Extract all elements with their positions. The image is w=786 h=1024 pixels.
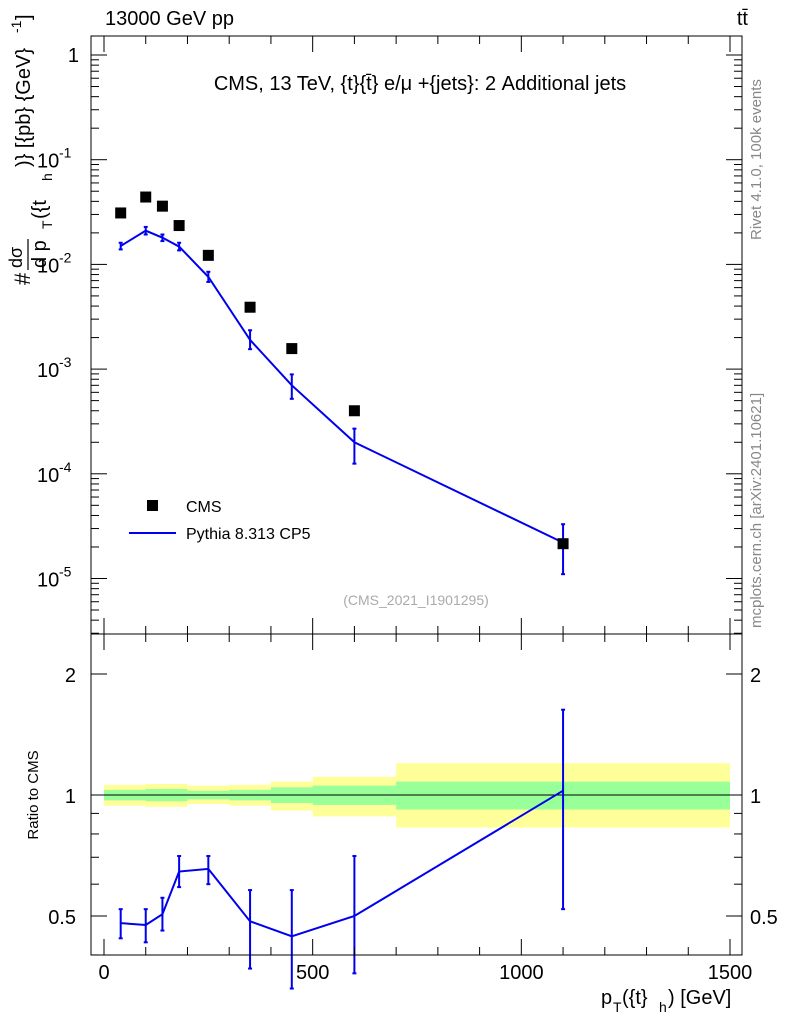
ylabel-den-sub: T	[39, 220, 55, 229]
xtick-label: 1500	[708, 962, 753, 984]
ratio-ytick-05-right: 0.5	[750, 907, 778, 929]
main-ytick-label-base: 10	[37, 570, 59, 592]
main-ytick-label-exp: -3	[59, 354, 72, 370]
xlabel-mid: ({t}	[622, 987, 648, 1009]
cms-data-point	[156, 200, 168, 212]
main-plot-title: CMS, 13 TeV, {t}{t̄} e/μ +{jets}: 2 Addi…	[214, 73, 626, 95]
cms-data-point	[115, 207, 127, 219]
ratio-axis-ticks	[91, 634, 742, 956]
cms-data-point	[244, 301, 256, 313]
ylabel-hash: #	[10, 272, 35, 285]
main-ytick-label-base: 10	[37, 465, 59, 487]
cms-data-point	[140, 191, 152, 203]
main-y-tick-labels: 110-110-210-310-410-5	[37, 45, 79, 592]
main-ytick-label-exp: -4	[59, 459, 72, 475]
ylabel-den-sub2: h	[39, 173, 55, 181]
ylabel-units: )} [{pb} {GeV}	[13, 48, 35, 167]
pythia-line	[120, 229, 564, 544]
cms-data-point	[557, 538, 569, 550]
cms-data-point	[286, 343, 298, 355]
main-ytick-label: 1	[68, 45, 79, 67]
x-axis-label: p T ({t} h ) [GeV]	[601, 987, 731, 1015]
ratio-ytick-1-right: 1	[750, 786, 761, 808]
ylabel-units-end: ]	[13, 14, 35, 20]
ratio-ytick-2-left: 2	[65, 665, 76, 687]
x-tick-labels: 0 500 1000 1500	[98, 962, 752, 984]
main-ytick-label-exp: -2	[59, 249, 72, 265]
main-ytick-label-base: 10	[37, 151, 59, 173]
analysis-watermark: (CMS_2021_I1901295)	[343, 592, 489, 608]
main-ytick-label-exp: -1	[59, 145, 72, 161]
ratio-y-axis-label: Ratio to CMS	[25, 750, 42, 839]
ylabel-numerator: dσ	[6, 247, 26, 268]
main-y-axis-label: # dσ d p T ({t h )} [{pb} {GeV} -1 ]	[6, 14, 55, 285]
xtick-label: 0	[98, 962, 109, 984]
xlabel-sub2: h	[659, 999, 667, 1015]
main-ytick-label-base: 10	[37, 360, 59, 382]
cms-data-point	[202, 249, 214, 261]
ylabel-den-rest: ({t	[29, 200, 51, 219]
legend-cms-label: CMS	[186, 499, 222, 516]
main-ytick-label-exp: -5	[59, 564, 72, 580]
legend-cms-marker	[147, 500, 158, 511]
cms-data-point	[348, 405, 360, 417]
ratio-plot-data	[118, 708, 566, 990]
ratio-inner-band	[104, 781, 730, 810]
main-plot-data	[115, 191, 569, 576]
header-ttbar-label: tt̄	[737, 8, 749, 30]
ylabel-units-sup: -1	[8, 20, 24, 33]
main-ytick-label-base: 10	[37, 255, 59, 277]
mcplots-label: mcplots.cern.ch [arXiv:2401.10621]	[748, 393, 765, 628]
xlabel-sub: T	[613, 999, 622, 1015]
main-axis-ticks	[91, 36, 742, 634]
ylabel-denominator: d p	[29, 240, 51, 268]
xlabel-p: p	[601, 987, 612, 1009]
xtick-label: 500	[296, 962, 329, 984]
cms-data-point	[173, 220, 185, 232]
ratio-ytick-05-left: 0.5	[48, 907, 76, 929]
legend-pythia-label: Pythia 8.313 CP5	[186, 526, 311, 543]
rivet-version-label: Rivet 4.1.0, 100k events	[748, 79, 765, 240]
xlabel-end: ) [GeV]	[668, 987, 731, 1009]
ratio-ytick-2-right: 2	[750, 665, 761, 687]
xtick-label: 1000	[499, 962, 544, 984]
header-process-label: 13000 GeV pp	[105, 8, 234, 30]
main-plot-frame	[90, 35, 743, 635]
ratio-ytick-1-left: 1	[65, 786, 76, 808]
legend: CMS Pythia 8.313 CP5	[129, 499, 311, 543]
